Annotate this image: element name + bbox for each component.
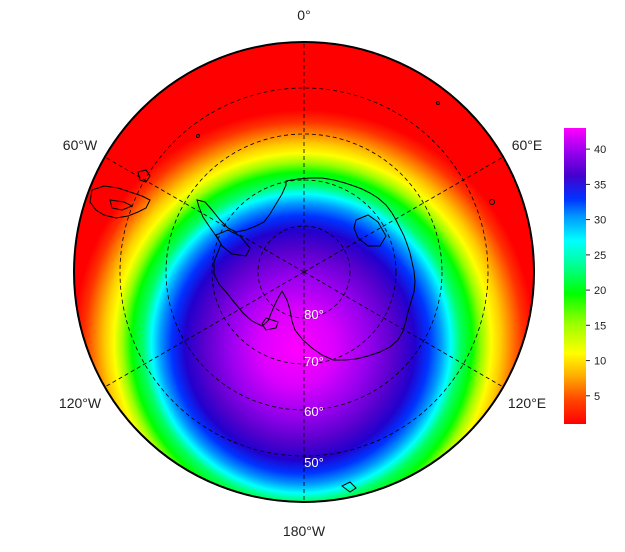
colorbar-tick-label-25: 25 [594, 250, 606, 262]
graticule-lat-60 [165, 133, 443, 411]
islands [196, 101, 495, 493]
graticule-lat-70 [211, 179, 397, 365]
colorbar-tick-label-5: 5 [594, 391, 600, 403]
map-border [73, 41, 535, 503]
colorbar-tick-label-40: 40 [594, 144, 606, 156]
graticule-meridian-60 [303, 156, 504, 273]
lat-label-50: 50° [304, 455, 324, 470]
graticule [104, 42, 504, 502]
lon-label-180w: 180°W [283, 523, 326, 539]
colorbar-tick-label-15: 15 [594, 320, 606, 332]
colorbar-tick-label-30: 30 [594, 215, 606, 227]
colorbar-tick-label-10: 10 [594, 356, 606, 368]
latitude-labels: 80° 70° 60° 50° [304, 307, 324, 470]
colorbar-tick-label-35: 35 [594, 179, 606, 191]
colorbar-tick-label-20: 20 [594, 285, 606, 297]
antarctica-coastline [196, 177, 416, 361]
colorbar-ramp [564, 128, 586, 424]
lon-label-60w: 60°W [63, 137, 98, 153]
lat-label-60: 60° [304, 404, 324, 419]
lon-label-60e: 60°E [512, 137, 543, 153]
longitude-labels: 0° 60°E 120°E 180°W 120°W 60°W [59, 7, 546, 539]
lon-label-120e: 120°E [508, 395, 546, 411]
graticule-meridian-240 [104, 271, 305, 388]
lat-label-70: 70° [304, 354, 324, 369]
lon-label-120w: 120°W [59, 395, 102, 411]
south-america-coastline [89, 169, 151, 219]
colorbar-ticks: 5 10 15 20 25 30 35 40 [586, 144, 606, 403]
graticule-meridian-300 [104, 156, 305, 273]
lon-label-0: 0° [297, 7, 310, 23]
lat-label-80: 80° [304, 307, 324, 322]
colorbar: 5 10 15 20 25 30 35 40 [564, 128, 606, 424]
